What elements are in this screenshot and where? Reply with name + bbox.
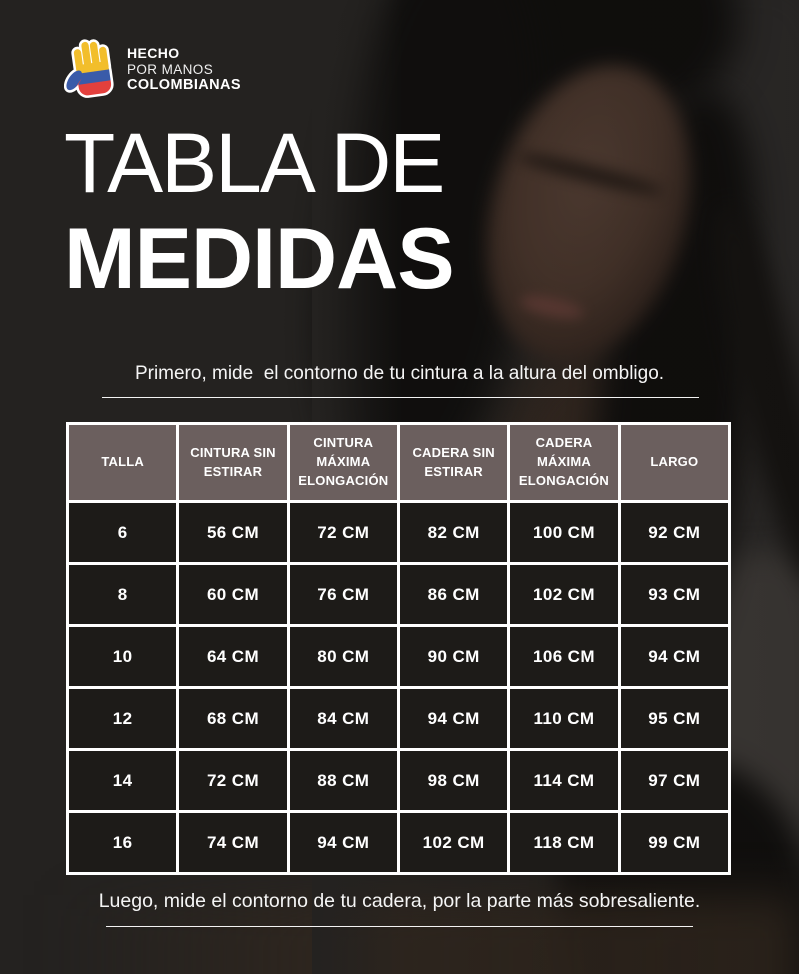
cell-value: 64 CM bbox=[176, 624, 290, 689]
cell-value: 94 CM bbox=[617, 624, 732, 689]
table-header: TALLA CINTURA SIN ESTIRAR CINTURA MÁXIMA… bbox=[65, 422, 732, 503]
cell-value: 56 CM bbox=[176, 500, 290, 565]
cell-value: 102 CM bbox=[507, 562, 621, 627]
cell-value: 86 CM bbox=[396, 562, 511, 627]
column-header-talla: TALLA bbox=[65, 422, 180, 503]
logo-text-line1: HECHO bbox=[127, 45, 180, 62]
column-header-cadera-sin-estirar: CADERA SIN ESTIRAR bbox=[396, 422, 511, 503]
table-row: 14 72 CM 88 CM 98 CM 114 CM 97 CM bbox=[65, 748, 732, 813]
cell-value: 84 CM bbox=[286, 686, 400, 751]
header-row: TALLA CINTURA SIN ESTIRAR CINTURA MÁXIMA… bbox=[65, 422, 732, 503]
cell-value: 95 CM bbox=[617, 686, 732, 751]
table-row: 16 74 CM 94 CM 102 CM 118 CM 99 CM bbox=[65, 810, 732, 875]
cell-value: 72 CM bbox=[286, 500, 400, 565]
cell-value: 76 CM bbox=[286, 562, 400, 627]
column-header-cintura-maxima-elongacion: CINTURA MÁXIMA ELONGACIÓN bbox=[286, 422, 400, 503]
cell-value: 98 CM bbox=[396, 748, 511, 813]
cell-value: 60 CM bbox=[176, 562, 290, 627]
table-row: 6 56 CM 72 CM 82 CM 100 CM 92 CM bbox=[65, 500, 732, 565]
cell-value: 82 CM bbox=[396, 500, 511, 565]
size-chart-table: TALLA CINTURA SIN ESTIRAR CINTURA MÁXIMA… bbox=[65, 422, 732, 875]
cell-value: 99 CM bbox=[617, 810, 732, 875]
page-title: TABLA DE MEDIDAS bbox=[64, 112, 455, 308]
logo-text-line3: COLOMBIANAS bbox=[127, 77, 241, 94]
cell-talla: 12 bbox=[65, 686, 180, 751]
column-header-largo: LARGO bbox=[617, 422, 732, 503]
table-row: 10 64 CM 80 CM 90 CM 106 CM 94 CM bbox=[65, 624, 732, 689]
table-row: 8 60 CM 76 CM 86 CM 102 CM 93 CM bbox=[65, 562, 732, 627]
title-line-bold: MEDIDAS bbox=[64, 211, 455, 308]
instruction-waist: Primero, mide el contorno de tu cintura … bbox=[134, 363, 665, 384]
table-body: 6 56 CM 72 CM 82 CM 100 CM 92 CM 8 60 CM… bbox=[65, 500, 732, 875]
cell-value: 93 CM bbox=[617, 562, 732, 627]
cell-value: 94 CM bbox=[396, 686, 511, 751]
column-header-cintura-sin-estirar: CINTURA SIN ESTIRAR bbox=[176, 422, 290, 503]
brand-logo: HECHO POR MANOS COLOMBIANAS bbox=[64, 33, 241, 107]
cell-talla: 8 bbox=[65, 562, 180, 627]
cell-value: 97 CM bbox=[617, 748, 732, 813]
cell-value: 80 CM bbox=[286, 624, 400, 689]
cell-talla: 10 bbox=[65, 624, 180, 689]
cell-value: 106 CM bbox=[507, 624, 621, 689]
table-row: 12 68 CM 84 CM 94 CM 110 CM 95 CM bbox=[65, 686, 732, 751]
cell-talla: 14 bbox=[65, 748, 180, 813]
cell-value: 102 CM bbox=[396, 810, 511, 875]
cell-talla: 16 bbox=[65, 810, 180, 875]
cell-value: 118 CM bbox=[507, 810, 621, 875]
cell-value: 74 CM bbox=[176, 810, 290, 875]
cell-value: 110 CM bbox=[507, 686, 621, 751]
cell-value: 100 CM bbox=[507, 500, 621, 565]
cell-value: 90 CM bbox=[396, 624, 511, 689]
cell-value: 88 CM bbox=[286, 748, 400, 813]
cell-value: 94 CM bbox=[286, 810, 400, 875]
divider-bottom bbox=[106, 926, 693, 927]
cell-value: 114 CM bbox=[507, 748, 621, 813]
title-line-regular: TABLA DE bbox=[64, 116, 445, 210]
hand-flag-icon bbox=[64, 39, 114, 98]
cell-value: 72 CM bbox=[176, 748, 290, 813]
logo-text-line2: POR MANOS bbox=[127, 62, 214, 78]
cell-talla: 6 bbox=[65, 500, 180, 565]
cell-value: 92 CM bbox=[617, 500, 732, 565]
cell-value: 68 CM bbox=[176, 686, 290, 751]
logo-text: HECHO POR MANOS COLOMBIANAS bbox=[127, 45, 241, 94]
column-header-cadera-maxima-elongacion: CADERA MÁXIMA ELONGACIÓN bbox=[507, 422, 621, 503]
divider-top bbox=[102, 397, 699, 398]
instruction-hip: Luego, mide el contorno de tu cadera, po… bbox=[98, 890, 701, 912]
